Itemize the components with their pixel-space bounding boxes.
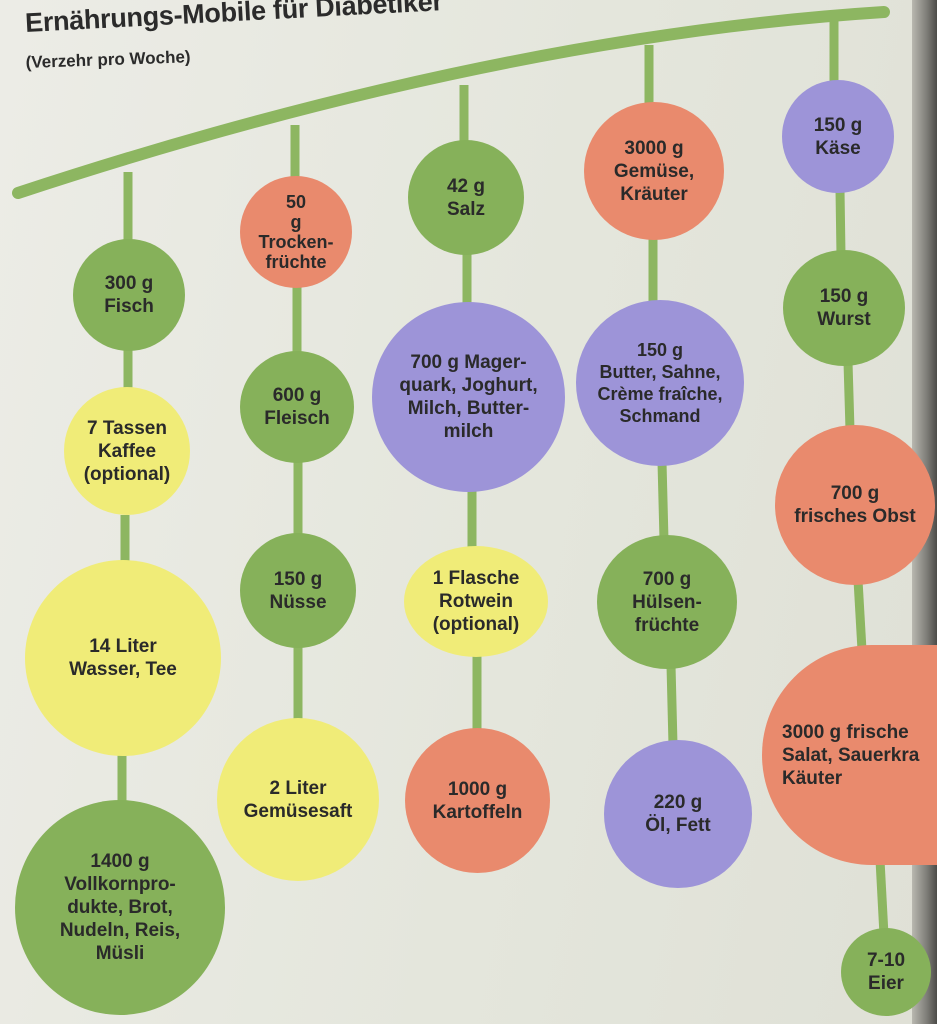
circle-nuesse: 150 g Nüsse [240,533,356,648]
circle-kaese: 150 g Käse [782,80,894,193]
circle-trockenfruechte: 50 g Trocken- früchte [240,176,352,288]
circle-wasser: 14 Liter Wasser, Tee [25,560,221,756]
circle-obst: 700 g frisches Obst [775,425,935,585]
circle-kaffee: 7 Tassen Kaffee (optional) [64,387,190,515]
circle-gemuesesaft: 2 Liter Gemüsesaft [217,718,379,881]
circle-fisch: 300 g Fisch [73,239,185,351]
circle-rotwein: 1 Flasche Rotwein (optional) [404,546,548,657]
circle-oel: 220 g Öl, Fett [604,740,752,888]
circle-salat: 3000 g frische Salat, Sauerkra Käuter [762,645,937,865]
string [843,361,855,431]
string [875,859,889,936]
string [835,189,846,256]
circle-vollkorn: 1400 g Vollkornpro- dukte, Brot, Nudeln,… [15,800,225,1015]
string [657,461,669,541]
circle-eier: 7-10 Eier [841,928,931,1016]
mobile-main-bar [12,6,890,199]
circle-salz: 42 g Salz [408,140,524,255]
string [666,664,678,746]
circle-butter: 150 g Butter, Sahne, Crème fraîche, Schm… [576,300,744,466]
circle-quark: 700 g Mager- quark, Joghurt, Milch, Butt… [372,302,565,492]
circle-wurst: 150 g Wurst [783,250,905,366]
circle-fleisch: 600 g Fleisch [240,351,354,463]
circle-huelsenfruechte: 700 g Hülsen- früchte [597,535,737,669]
circle-kartoffeln: 1000 g Kartoffeln [405,728,550,873]
circle-gemuese: 3000 g Gemüse, Kräuter [584,102,724,240]
string [853,579,867,651]
